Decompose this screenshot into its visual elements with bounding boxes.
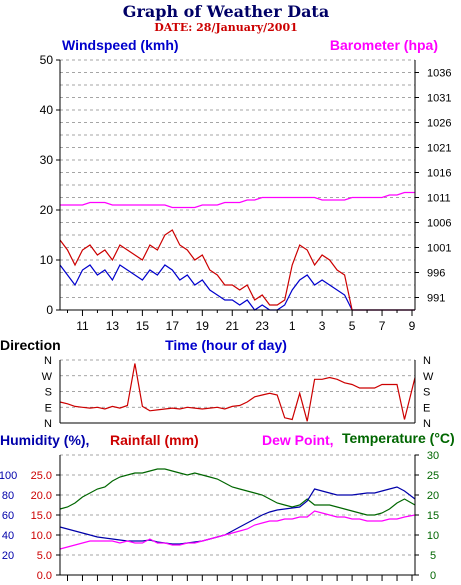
y-tick-label-right: 1026 <box>427 118 451 130</box>
barometer-axis-label: Barometer (hpa) <box>330 37 438 53</box>
series-line-gust <box>59 229 415 311</box>
humidity-label: Humidity (%), <box>0 432 89 448</box>
temperature-tick-label: 5 <box>430 550 436 562</box>
y-tick-label-right: 991 <box>427 293 445 305</box>
x-tick-label: 15 <box>136 319 150 333</box>
rainfall-tick-label: 0.0 <box>37 570 52 582</box>
y-tick-label-left: 30 <box>40 153 54 167</box>
rainfall-tick-label: 20.0 <box>31 490 52 502</box>
series-line-humidity <box>59 486 416 545</box>
y-tick-label-right: 1011 <box>427 193 451 205</box>
direction-tick-label-left: N <box>44 355 52 367</box>
direction-tick-label-left: W <box>42 371 53 383</box>
time-axis-label: Time (hour of day) <box>165 337 287 353</box>
y-tick-label-left: 50 <box>40 53 54 67</box>
x-tick-label: 13 <box>106 319 120 333</box>
y-tick-label-right: 1016 <box>427 168 451 180</box>
direction-tick-label-right: N <box>423 355 431 367</box>
grid-layer <box>60 59 415 576</box>
x-tick-label: 5 <box>349 319 356 333</box>
direction-tick-label-right: W <box>423 371 434 383</box>
direction-tick-label-left: E <box>45 402 52 414</box>
y-tick-label-right: 1006 <box>427 218 451 230</box>
y-tick-label-right: 1021 <box>427 143 451 155</box>
x-tick-label: 21 <box>226 319 240 333</box>
y-tick-label-left: 40 <box>40 103 54 117</box>
y-tick-label-right: 1031 <box>427 93 451 105</box>
series-line-dew-point <box>59 510 416 550</box>
direction-tick-label-left: N <box>44 418 52 430</box>
temperature-tick-label: 15 <box>427 510 439 522</box>
tick-labels-layer: 0102030405099199610011006101110161021102… <box>0 53 451 582</box>
x-tick-label: 7 <box>379 319 386 333</box>
y-tick-label-right: 1036 <box>427 68 451 80</box>
chart-date: DATE: 28/January/2001 <box>154 21 298 34</box>
axes-layer <box>56 59 419 581</box>
rainfall-tick-label: 10.0 <box>31 530 52 542</box>
temperature-label: Temperature (°C) <box>342 430 455 446</box>
direction-tick-label-left: S <box>45 387 52 399</box>
series-line-windspeed <box>59 264 415 311</box>
direction-axis-label: Direction <box>0 337 61 353</box>
humidity-tick-label: 40 <box>2 530 14 542</box>
series-layer <box>59 191 416 550</box>
series-line-barometer <box>60 191 415 209</box>
temperature-tick-label: 0 <box>430 570 436 582</box>
x-tick-label: 23 <box>256 319 270 333</box>
x-tick-label: 19 <box>196 319 210 333</box>
y-tick-label-left: 20 <box>40 203 54 217</box>
x-tick-label: 9 <box>409 319 416 333</box>
x-tick-label: 11 <box>76 319 89 333</box>
direction-tick-label-right: N <box>423 418 431 430</box>
series-line-temperature-c <box>59 468 416 516</box>
y-tick-label-left: 10 <box>40 253 54 267</box>
rainfall-tick-label: 25.0 <box>31 470 52 482</box>
humidity-tick-label: 100 <box>0 470 17 482</box>
rainfall-tick-label: 5.0 <box>37 550 52 562</box>
dewpoint-label: Dew Point, <box>262 432 334 448</box>
series-line-direction <box>59 363 416 422</box>
windspeed-axis-label: Windspeed (kmh) <box>62 37 179 53</box>
humidity-tick-label: 60 <box>2 510 14 522</box>
temperature-tick-label: 10 <box>427 530 439 542</box>
y-tick-label-right: 996 <box>427 268 445 280</box>
temperature-tick-label: 20 <box>427 490 439 502</box>
temperature-tick-label: 25 <box>427 470 439 482</box>
y-tick-label-left: 0 <box>46 303 53 317</box>
rainfall-tick-label: 15.0 <box>31 510 52 522</box>
direction-tick-label-right: E <box>423 402 430 414</box>
chart-title: Graph of Weather Data <box>123 2 329 21</box>
rainfall-label: Rainfall (mm) <box>110 432 199 448</box>
direction-tick-label-right: S <box>423 387 430 399</box>
temperature-tick-label: 30 <box>427 450 439 462</box>
y-tick-label-right: 1001 <box>427 243 451 255</box>
x-tick-label: 1 <box>289 319 296 333</box>
humidity-tick-label: 80 <box>2 490 14 502</box>
humidity-tick-label: 20 <box>2 550 14 562</box>
x-tick-label: 17 <box>166 319 180 333</box>
x-tick-label: 3 <box>319 319 326 333</box>
